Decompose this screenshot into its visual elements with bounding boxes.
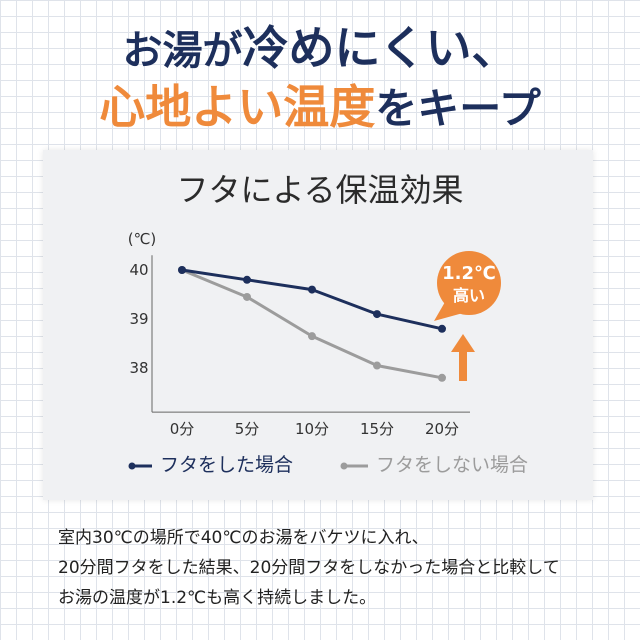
caption-line-1: 室内30℃の場所で40℃のお湯をバケツに入れ、 (58, 528, 429, 548)
headline-line-1: お湯が冷めにくい、 (0, 22, 640, 77)
legend-label-no-lid: フタをしない場合 (376, 454, 529, 476)
y-tick-label: 39 (129, 310, 148, 328)
data-point-lid (438, 324, 446, 333)
annotation-arrow-shaft (459, 350, 467, 381)
x-tick-label: 20分 (425, 420, 459, 438)
annotation-label: 高い (453, 286, 485, 305)
series-line-lid (181, 268, 443, 331)
data-point-lid (373, 310, 381, 319)
headline-part-2: 冷めにくい、 (242, 21, 518, 75)
x-tick-label: 0分 (170, 420, 195, 438)
headline-part-1: お湯が (122, 28, 243, 74)
headline-part-3: をキープ (375, 84, 541, 133)
legend-item-no-lid: フタをしない場合 (340, 452, 528, 478)
chart-title: フタによる保温効果 (176, 171, 464, 209)
data-point-no-lid (308, 332, 316, 341)
data-point-no-lid (438, 373, 446, 382)
legend-label-lid: フタをした場合 (160, 454, 294, 476)
caption-line-3: お湯の温度が1.2℃も高く持続しました。 (58, 588, 377, 608)
headline-line-2: 心地よい温度をキープ (0, 80, 640, 136)
x-tick-label: 10分 (295, 420, 329, 438)
annotation-badge (437, 251, 501, 315)
legend-swatch-no-lid (340, 462, 368, 469)
x-tick-label: 5分 (235, 420, 260, 438)
caption: 室内30℃の場所で40℃のお湯をバケツに入れ、 20分間フタをした結果、20分間… (58, 523, 618, 613)
chart-panel (43, 150, 593, 500)
headline-highlight: 心地よい温度 (99, 80, 376, 134)
x-tick-label: 15分 (360, 420, 394, 438)
y-tick-label: 40 (129, 261, 148, 279)
annotation-pointer (434, 302, 463, 321)
legend-swatch-lid (128, 462, 152, 469)
annotation-value: 1.2℃ (442, 263, 496, 284)
data-point-no-lid (243, 292, 251, 301)
y-tick-label: 38 (129, 359, 148, 377)
data-point-lid (243, 275, 251, 284)
caption-line-2: 20分間フタをした結果、20分間フタをしなかった場合と比較して (58, 558, 560, 578)
y-axis-unit-label: (℃) (128, 230, 157, 248)
data-point-no-lid (373, 361, 381, 370)
legend-item-lid: フタをした場合 (128, 452, 293, 478)
data-point-lid (308, 285, 316, 294)
annotation-arrow-head (451, 334, 475, 352)
data-point-lid (178, 266, 186, 274)
